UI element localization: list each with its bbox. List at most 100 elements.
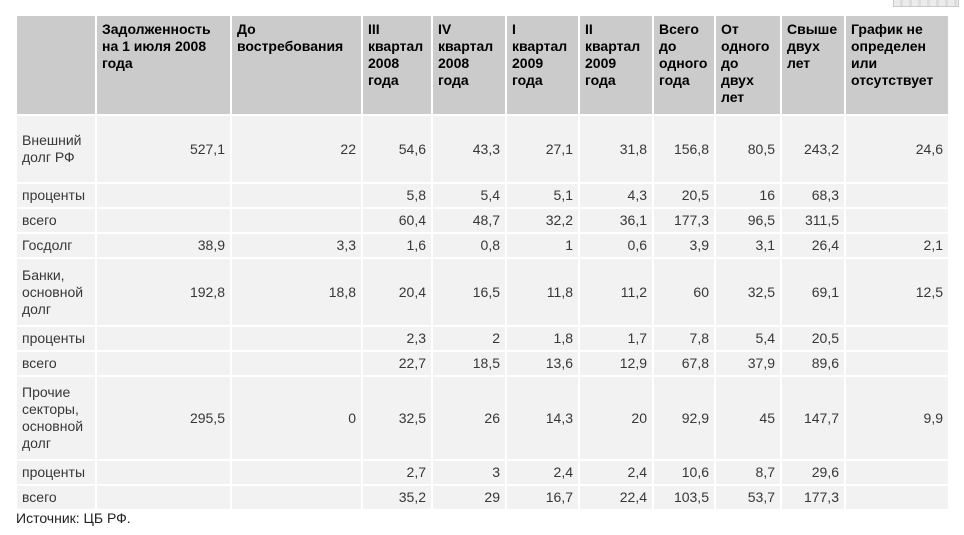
data-cell: 16,5 <box>433 259 505 325</box>
column-header-cell: Всего до одного года <box>654 16 714 114</box>
data-cell <box>97 327 230 350</box>
data-cell: 38,9 <box>97 234 230 257</box>
data-cell: 14,3 <box>507 377 578 459</box>
data-cell <box>97 352 230 375</box>
row-label-cell: Прочие секторы, основной долг <box>17 377 95 459</box>
header-row: Задолженность на 1 июля 2008 года До вост… <box>17 16 948 114</box>
data-cell: 0,8 <box>433 234 505 257</box>
data-cell: 22,7 <box>363 352 431 375</box>
data-cell: 35,2 <box>363 486 431 509</box>
data-cell: 2 <box>433 327 505 350</box>
data-cell: 2,7 <box>363 461 431 484</box>
data-cell: 2,4 <box>507 461 578 484</box>
column-header-cell: II квартал 2009 года <box>580 16 652 114</box>
data-cell: 89,6 <box>782 352 844 375</box>
data-cell: 54,6 <box>363 116 431 182</box>
column-header-cell: График не определен или отсутствует <box>846 16 948 114</box>
data-cell: 43,3 <box>433 116 505 182</box>
data-cell: 92,9 <box>654 377 714 459</box>
data-cell: 68,3 <box>782 184 844 207</box>
data-cell: 27,1 <box>507 116 578 182</box>
data-cell <box>232 461 361 484</box>
data-cell: 147,7 <box>782 377 844 459</box>
data-cell: 3 <box>433 461 505 484</box>
data-cell: 527,1 <box>97 116 230 182</box>
row-label-cell: проценты <box>17 461 95 484</box>
column-header-cell: Свыше двух лет <box>782 16 844 114</box>
data-cell: 26,4 <box>782 234 844 257</box>
data-cell: 156,8 <box>654 116 714 182</box>
table-row: всего 22,7 18,5 13,6 12,9 67,8 37,9 89,6 <box>17 352 948 375</box>
cropped-ui-fragment <box>893 0 959 7</box>
data-cell <box>232 352 361 375</box>
data-cell <box>232 184 361 207</box>
data-cell: 36,1 <box>580 209 652 232</box>
data-cell: 2,3 <box>363 327 431 350</box>
data-cell: 20,5 <box>782 327 844 350</box>
data-cell: 12,9 <box>580 352 652 375</box>
row-label-cell: Внешний долг РФ <box>17 116 95 182</box>
table-row: Банки, основной долг 192,8 18,8 20,4 16,5 11,… <box>17 259 948 325</box>
data-cell: 20,5 <box>654 184 714 207</box>
data-cell: 67,8 <box>654 352 714 375</box>
data-cell: 1,6 <box>363 234 431 257</box>
data-cell: 22,4 <box>580 486 652 509</box>
data-cell: 80,5 <box>716 116 780 182</box>
table-row: Прочие секторы, основной долг 295,5 0 32,5 2… <box>17 377 948 459</box>
table-row: проценты 5,8 5,4 5,1 4,3 20,5 16 68,3 <box>17 184 948 207</box>
data-cell: 32,5 <box>363 377 431 459</box>
data-cell <box>846 209 948 232</box>
data-cell: 20 <box>580 377 652 459</box>
data-cell: 29 <box>433 486 505 509</box>
column-header-cell: До востребования <box>232 16 361 114</box>
table-row: Госдолг 38,9 3,3 1,6 0,8 1 0,6 3,9 3,1 26,4 2,1 <box>17 234 948 257</box>
data-cell: 295,5 <box>97 377 230 459</box>
data-cell: 48,7 <box>433 209 505 232</box>
data-cell <box>232 327 361 350</box>
data-cell <box>97 184 230 207</box>
source-note: Источник: ЦБ РФ. <box>16 510 131 526</box>
column-header-cell: Задолженность на 1 июля 2008 года <box>97 16 230 114</box>
data-cell: 37,9 <box>716 352 780 375</box>
row-label-cell: проценты <box>17 184 95 207</box>
table-row: проценты 2,3 2 1,8 1,7 7,8 5,4 20,5 <box>17 327 948 350</box>
data-cell: 24,6 <box>846 116 948 182</box>
data-cell <box>97 486 230 509</box>
row-label-cell: всего <box>17 209 95 232</box>
data-cell: 0,6 <box>580 234 652 257</box>
external-debt-table: Задолженность на 1 июля 2008 года До вост… <box>15 14 950 511</box>
data-cell: 45 <box>716 377 780 459</box>
data-cell: 16,7 <box>507 486 578 509</box>
data-cell <box>232 209 361 232</box>
data-cell: 10,6 <box>654 461 714 484</box>
row-label-cell: Госдолг <box>17 234 95 257</box>
data-cell: 4,3 <box>580 184 652 207</box>
data-cell: 2,1 <box>846 234 948 257</box>
data-cell: 2,4 <box>580 461 652 484</box>
data-cell: 103,5 <box>654 486 714 509</box>
data-cell: 22 <box>232 116 361 182</box>
data-cell: 243,2 <box>782 116 844 182</box>
data-cell: 3,9 <box>654 234 714 257</box>
table-row: Внешний долг РФ 527,1 22 54,6 43,3 27,1 31,8 15… <box>17 116 948 182</box>
data-cell <box>846 486 948 509</box>
data-cell: 5,8 <box>363 184 431 207</box>
data-cell: 3,1 <box>716 234 780 257</box>
data-cell: 5,1 <box>507 184 578 207</box>
data-cell: 11,8 <box>507 259 578 325</box>
column-header-cell: III квартал 2008 года <box>363 16 431 114</box>
data-cell: 53,7 <box>716 486 780 509</box>
data-cell: 1,7 <box>580 327 652 350</box>
data-cell <box>232 486 361 509</box>
data-cell: 9,9 <box>846 377 948 459</box>
data-cell: 31,8 <box>580 116 652 182</box>
table-row: проценты 2,7 3 2,4 2,4 10,6 8,7 29,6 <box>17 461 948 484</box>
data-cell: 20,4 <box>363 259 431 325</box>
data-cell <box>846 461 948 484</box>
data-cell: 26 <box>433 377 505 459</box>
data-cell: 5,4 <box>433 184 505 207</box>
data-cell: 1,8 <box>507 327 578 350</box>
table-row: всего 35,2 29 16,7 22,4 103,5 53,7 177,3 <box>17 486 948 509</box>
data-cell: 18,5 <box>433 352 505 375</box>
data-cell: 18,8 <box>232 259 361 325</box>
